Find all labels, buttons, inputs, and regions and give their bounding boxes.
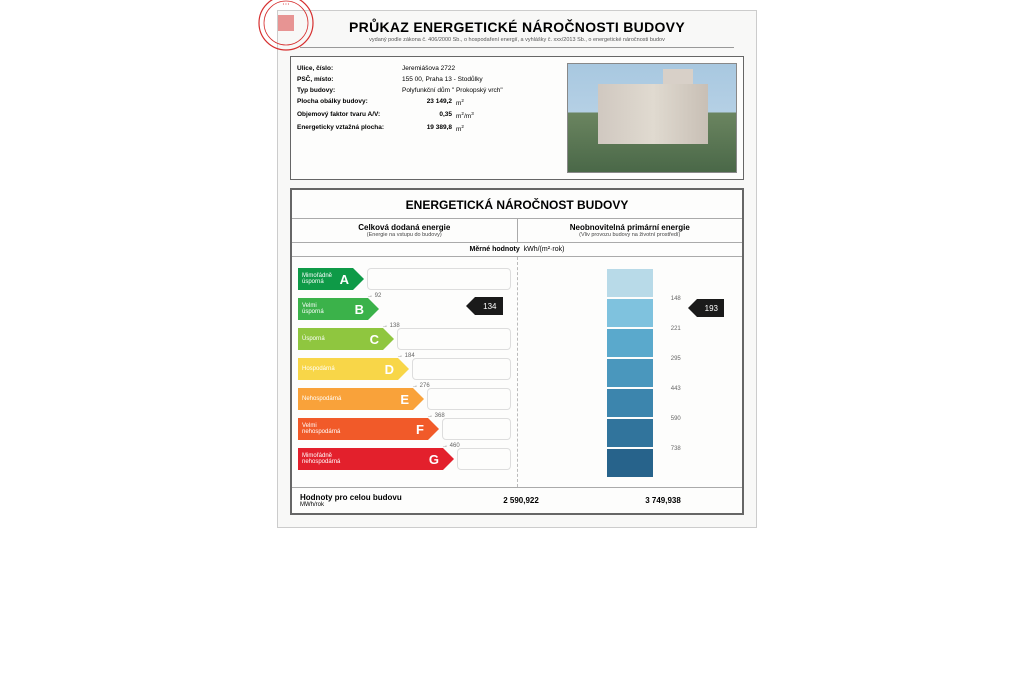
info-value: Jeremiášova 2722 <box>402 65 561 72</box>
rating-row-F: VelminehospodárnáF460 <box>298 415 511 443</box>
rating-letter: F <box>416 422 424 437</box>
rating-text: Hospodárná <box>302 366 335 372</box>
blue-segment: 148 <box>607 269 653 297</box>
building-photo <box>567 63 737 173</box>
rating-text: Nehospodárná <box>302 396 341 402</box>
blue-segment <box>607 449 653 477</box>
totals-left-value: 2 590,922 <box>450 496 592 505</box>
blue-threshold: 295 <box>671 356 681 362</box>
info-metric-row: Objemový faktor tvaru A/V:0,35m2/m3 <box>297 109 561 122</box>
info-label: Ulice, číslo: <box>297 65 402 72</box>
left-col-title: Celková dodaná energie <box>294 223 515 232</box>
units-row: Měrné hodnoty kWh/(m²·rok) <box>292 242 742 257</box>
totals-right-value: 3 749,938 <box>592 496 734 505</box>
building-info-box: Ulice, číslo:Jeremiášova 2722PSČ, místo:… <box>290 56 744 180</box>
rating-row-C: ÚspornáC184 <box>298 325 511 353</box>
info-row: Typ budovy:Polyfunkční dům " Prokopský v… <box>297 85 561 96</box>
right-value-marker: 193 <box>697 299 724 317</box>
chart-area: MimořádněúspornáA92VelmiúspornáB138134Ús… <box>292 257 742 488</box>
right-col-title: Neobnovitelná primární energie <box>520 223 741 232</box>
blue-segment: 590 <box>607 389 653 417</box>
info-metric-value: 0,35 <box>402 111 452 120</box>
blue-threshold: 148 <box>671 296 681 302</box>
rating-band: Velmiúsporná B <box>298 298 368 320</box>
info-label: Energeticky vztažná plocha: <box>297 124 402 133</box>
info-metric-row: Plocha obálky budovy:23 149,2m2 <box>297 96 561 109</box>
main-title: PRŮKAZ ENERGETICKÉ NÁROČNOSTI BUDOVY <box>300 19 734 35</box>
rating-band: Hospodárná D <box>298 358 398 380</box>
info-metric-value: 23 149,2 <box>402 98 452 107</box>
empty-slot <box>442 418 511 440</box>
blue-segment: 295 <box>607 329 653 357</box>
info-fields: Ulice, číslo:Jeremiášova 2722PSČ, místo:… <box>297 63 561 173</box>
rating-text: Mimořádněnehospodárná <box>302 453 340 465</box>
rating-row-E: NehospodárnáE368 <box>298 385 511 413</box>
totals-row: Hodnoty pro celou budovu MWh/rok 2 590,9… <box>292 488 742 513</box>
energy-certificate-page: • • • PRŮKAZ ENERGETICKÉ NÁROČNOSTI BUDO… <box>277 10 757 528</box>
energy-section-title: ENERGETICKÁ NÁROČNOST BUDOVY <box>292 190 742 218</box>
rating-band: Nehospodárná E <box>298 388 413 410</box>
rating-row-B: VelmiúspornáB138134 <box>298 295 511 323</box>
right-col-sub: (Vliv provozu budovy na životní prostřed… <box>520 232 741 238</box>
blue-threshold: 590 <box>671 416 681 422</box>
blue-threshold: 738 <box>671 446 681 452</box>
rating-band: Mimořádněúsporná A <box>298 268 353 290</box>
info-row: PSČ, místo:155 00, Praha 13 - Stodůlky <box>297 74 561 85</box>
left-value-marker: 134 <box>475 297 502 315</box>
units-value: kWh/(m²·rok) <box>524 246 565 253</box>
empty-slot <box>457 448 511 470</box>
rating-letter: D <box>385 362 394 377</box>
blue-threshold: 443 <box>671 386 681 392</box>
rating-letter: B <box>355 302 364 317</box>
energy-rating-box: ENERGETICKÁ NÁROČNOST BUDOVY Celková dod… <box>290 188 744 515</box>
subtitle: vydaný podle zákona č. 406/2000 Sb., o h… <box>300 37 734 48</box>
left-col-sub: (Energie na vstupu do budovy) <box>294 232 515 238</box>
info-value: 155 00, Praha 13 - Stodůlky <box>402 76 561 83</box>
rating-row-G: Mimořádněnehospodárná G <box>298 445 511 473</box>
info-label: Typ budovy: <box>297 87 402 94</box>
info-metric-unit: m2 <box>452 98 480 107</box>
blue-segment: 221 <box>607 299 653 327</box>
rating-band: Úsporná C <box>298 328 383 350</box>
rating-letter: G <box>429 452 439 467</box>
title-block: PRŮKAZ ENERGETICKÉ NÁROČNOSTI BUDOVY vyd… <box>290 19 744 48</box>
units-label: Měrné hodnoty <box>470 246 520 253</box>
right-rating-chart: 148221295443590738193 <box>518 257 743 487</box>
empty-slot <box>427 388 511 410</box>
rating-letter: E <box>400 392 409 407</box>
totals-label: Hodnoty pro celou budovu MWh/rok <box>300 493 450 508</box>
svg-text:• • •: • • • <box>283 1 290 6</box>
empty-slot <box>367 268 511 290</box>
empty-slot <box>412 358 511 380</box>
official-stamp-icon: • • • <box>256 0 316 53</box>
blue-segment: 738 <box>607 419 653 447</box>
rating-letter: C <box>370 332 379 347</box>
blue-threshold: 221 <box>671 326 681 332</box>
info-label: Objemový faktor tvaru A/V: <box>297 111 402 120</box>
blue-segment: 443 <box>607 359 653 387</box>
rating-letter: A <box>340 272 349 287</box>
rating-text: Velminehospodárná <box>302 423 340 435</box>
info-metric-unit: m2/m3 <box>452 111 480 120</box>
info-row: Ulice, číslo:Jeremiášova 2722 <box>297 63 561 74</box>
rating-row-A: MimořádněúspornáA92 <box>298 265 511 293</box>
empty-slot <box>397 328 511 350</box>
info-label: PSČ, místo: <box>297 76 402 83</box>
column-headers: Celková dodaná energie (Energie na vstup… <box>292 218 742 242</box>
info-metric-value: 19 389,8 <box>402 124 452 133</box>
rating-band: Mimořádněnehospodárná G <box>298 448 443 470</box>
info-metric-unit: m2 <box>452 124 480 133</box>
rating-text: Mimořádněúsporná <box>302 273 332 285</box>
info-value: Polyfunkční dům " Prokopský vrch" <box>402 87 561 94</box>
rating-row-D: HospodárnáD276 <box>298 355 511 383</box>
left-rating-chart: MimořádněúspornáA92VelmiúspornáB138134Ús… <box>292 257 518 487</box>
info-label: Plocha obálky budovy: <box>297 98 402 107</box>
rating-text: Velmiúsporná <box>302 303 324 315</box>
rating-text: Úsporná <box>302 336 325 342</box>
blue-column: 148221295443590738 <box>524 265 737 479</box>
info-metric-row: Energeticky vztažná plocha:19 389,8m2 <box>297 122 561 135</box>
rating-band: Velminehospodárná F <box>298 418 428 440</box>
